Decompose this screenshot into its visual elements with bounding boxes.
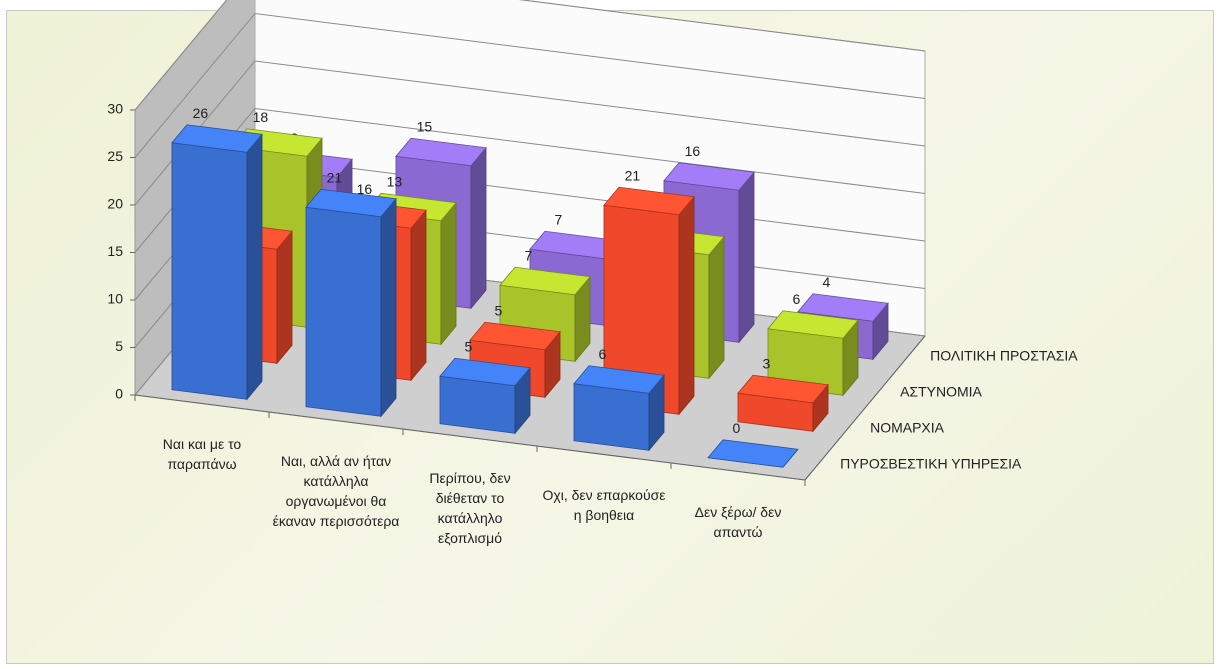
y-tick-label: 25 xyxy=(107,148,123,164)
bar-top xyxy=(439,357,531,387)
bar xyxy=(603,186,695,416)
value-label: 5 xyxy=(464,339,472,355)
bar-side xyxy=(380,197,397,418)
bar-top xyxy=(573,365,665,394)
depth-axis xyxy=(804,335,926,481)
legend-label: ΑΣΤΥΝΟΜΙΑ xyxy=(900,383,982,399)
bar xyxy=(171,124,263,401)
y-tick-label: 10 xyxy=(107,291,123,307)
x-tick-label: Οχι, δεν επαρκούσε η βοηθεια xyxy=(542,486,666,523)
value-label: 5 xyxy=(494,303,502,319)
y-tick-label: 15 xyxy=(107,243,123,259)
value-label: 0 xyxy=(732,420,740,436)
bar-side xyxy=(276,230,293,365)
bar-top xyxy=(171,124,263,153)
bar xyxy=(573,365,665,452)
bar-top xyxy=(469,321,561,351)
bar-top xyxy=(395,137,487,167)
bar-top xyxy=(305,188,397,218)
bar-top xyxy=(499,266,591,296)
grid-line xyxy=(134,0,926,111)
value-label: 16 xyxy=(685,143,701,159)
bar-front xyxy=(305,206,382,417)
bar xyxy=(439,357,531,435)
bar-front xyxy=(171,142,248,400)
bar-side xyxy=(410,209,427,382)
value-label: 7 xyxy=(554,212,562,228)
grid-line xyxy=(134,12,926,158)
x-tick-label: Ναι και με το παραπάνω xyxy=(162,435,242,472)
x-axis xyxy=(134,394,806,481)
bar-side xyxy=(440,201,457,346)
legend-label: ΠΟΛΙΤΙΚΗ ΠΡΟΣΤΑΣΙΑ xyxy=(930,347,1078,363)
bar-top xyxy=(767,310,859,339)
bar-side xyxy=(708,235,725,380)
bar xyxy=(707,439,799,468)
bar-top xyxy=(707,439,799,468)
value-label: 26 xyxy=(193,105,209,121)
value-label: 16 xyxy=(357,181,373,197)
value-label: 21 xyxy=(625,168,641,184)
legend-label: ΝΟΜΑΡΧΙΑ xyxy=(870,419,945,435)
value-label: 21 xyxy=(327,170,343,186)
value-label: 4 xyxy=(822,274,830,290)
y-tick-label: 0 xyxy=(115,386,123,402)
bar xyxy=(737,374,829,433)
y-tick-label: 5 xyxy=(115,338,123,354)
bar-top xyxy=(663,162,755,191)
x-tick-label: Ναι, αλλά αν ήταν κατάλληλα οργανωμένοι … xyxy=(272,452,400,529)
x-tick-label: Δεν ξέρω/ δεν απαντώ xyxy=(694,503,782,540)
bar-side xyxy=(246,133,263,401)
bar xyxy=(767,310,859,397)
bar-front xyxy=(573,383,650,451)
y-tick-label: 30 xyxy=(107,101,123,117)
value-label: 18 xyxy=(253,109,269,125)
value-label: 6 xyxy=(598,346,606,362)
value-label: 7 xyxy=(524,248,532,264)
bar-side xyxy=(470,146,487,310)
x-tick-label: Περίπου, δεν διέθεταν το κατάλληλο εξοπλ… xyxy=(429,469,511,546)
value-label: 6 xyxy=(792,291,800,307)
bar-side xyxy=(738,171,755,344)
bar-top xyxy=(737,374,829,404)
bar-front xyxy=(439,375,516,434)
value-label: 3 xyxy=(762,356,770,372)
bar xyxy=(305,188,397,418)
bar-top xyxy=(797,293,889,322)
bar-side xyxy=(678,195,695,416)
bar-top xyxy=(603,186,695,216)
legend-label: ΠΥΡΟΣΒΕΣΤΙΚΗ ΥΠΗΡΕΣΙΑ xyxy=(840,455,1022,471)
y-tick-label: 20 xyxy=(107,196,123,212)
value-label: 15 xyxy=(417,119,433,135)
value-label: 13 xyxy=(387,174,403,190)
